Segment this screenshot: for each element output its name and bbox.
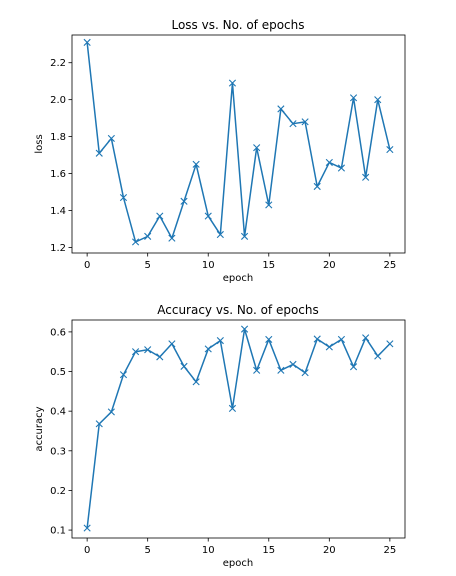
loss-point-marker (168, 234, 176, 242)
loss-y-tick-label: 1.2 (50, 243, 66, 254)
accuracy-y-ticks: 0.1 0.2 0.3 0.4 0.5 0.6 (50, 327, 72, 537)
accuracy-point-marker (277, 366, 285, 374)
loss-point-marker (301, 118, 309, 126)
loss-point-marker (386, 145, 394, 154)
loss-y-tick-label: 1.6 (50, 169, 66, 180)
loss-plot-frame (71, 34, 406, 254)
accuracy-point-marker (265, 335, 273, 344)
loss-x-ticks: 0 5 10 15 20 25 (84, 253, 396, 271)
accuracy-y-tick-label: 0.1 (50, 526, 66, 537)
loss-x-tick-label: 10 (202, 260, 215, 271)
accuracy-x-tick-label: 10 (202, 545, 215, 556)
accuracy-point-marker (228, 404, 237, 412)
loss-x-tick-label: 20 (323, 260, 336, 271)
loss-point-marker (240, 232, 249, 240)
loss-point-marker (277, 105, 285, 113)
accuracy-point-marker (168, 340, 176, 348)
loss-point-marker (107, 134, 115, 143)
loss-point-marker (253, 144, 261, 152)
accuracy-point-marker (301, 369, 309, 377)
loss-series-line (86, 42, 391, 243)
accuracy-x-tick-label: 5 (144, 545, 150, 556)
loss-point-marker (156, 212, 164, 220)
accuracy-x-tick-label: 25 (383, 545, 396, 556)
loss-point-marker (192, 160, 200, 168)
accuracy-point-marker (144, 346, 152, 354)
loss-point-marker (337, 164, 346, 172)
accuracy-x-axis-label: epoch (223, 558, 253, 569)
accuracy-point-marker (192, 378, 200, 386)
accuracy-point-marker (337, 335, 346, 344)
accuracy-y-tick-label: 0.4 (50, 407, 66, 418)
loss-x-tick-label: 15 (262, 260, 275, 271)
accuracy-y-tick-label: 0.6 (50, 327, 66, 338)
accuracy-point-marker (362, 334, 370, 342)
accuracy-point-marker (216, 337, 224, 345)
loss-chart-title: Loss vs. No. of epochs (171, 18, 304, 32)
accuracy-chart-marks (83, 325, 394, 532)
loss-point-marker (228, 79, 237, 87)
loss-x-axis-label: epoch (223, 273, 253, 284)
accuracy-chart-title: Accuracy vs. No. of epochs (157, 303, 319, 317)
accuracy-point-marker (107, 408, 115, 416)
loss-y-axis-label: loss (34, 134, 45, 153)
loss-point-marker (216, 230, 224, 239)
accuracy-point-marker (325, 343, 333, 351)
accuracy-x-tick-label: 0 (84, 545, 90, 556)
accuracy-chart: Accuracy vs. No. of epochs 0 5 10 15 20 25 0.… (34, 303, 406, 569)
loss-point-marker (374, 96, 382, 104)
accuracy-x-tick-label: 20 (323, 545, 336, 556)
loss-x-tick-label: 0 (84, 260, 90, 271)
accuracy-point-marker (95, 420, 103, 428)
loss-point-marker (265, 201, 273, 209)
accuracy-y-axis-label: accuracy (34, 406, 45, 451)
accuracy-point-marker (119, 371, 128, 379)
loss-y-tick-label: 1.4 (50, 206, 66, 217)
loss-point-marker (131, 238, 140, 246)
loss-point-marker (325, 158, 333, 167)
loss-point-marker (83, 38, 91, 46)
accuracy-y-tick-label: 0.3 (50, 446, 66, 457)
loss-point-marker (349, 94, 358, 102)
loss-point-marker (289, 120, 297, 128)
loss-x-tick-label: 25 (383, 260, 396, 271)
accuracy-point-marker (374, 352, 382, 360)
loss-point-marker (95, 149, 103, 157)
accuracy-x-tick-label: 15 (262, 545, 275, 556)
loss-y-tick-label: 2.0 (50, 95, 66, 106)
loss-point-marker (144, 232, 152, 240)
accuracy-point-marker (240, 325, 249, 333)
loss-point-marker (204, 212, 212, 220)
loss-point-marker (362, 173, 370, 181)
accuracy-point-marker (131, 348, 140, 356)
loss-y-tick-label: 2.2 (50, 58, 66, 69)
accuracy-point-marker (253, 366, 261, 374)
accuracy-point-marker (204, 345, 212, 353)
accuracy-point-marker (313, 335, 321, 343)
accuracy-point-marker (349, 363, 358, 371)
accuracy-point-marker (180, 362, 188, 370)
accuracy-point-marker (289, 360, 297, 368)
accuracy-point-marker (386, 340, 394, 348)
loss-y-tick-label: 1.8 (50, 132, 66, 143)
loss-y-ticks: 1.2 1.4 1.6 1.8 2.0 2.2 (50, 58, 72, 254)
accuracy-plot-frame (71, 319, 406, 539)
loss-point-marker (119, 193, 128, 202)
accuracy-y-tick-label: 0.5 (50, 367, 66, 378)
loss-point-marker (313, 182, 321, 191)
accuracy-x-ticks: 0 5 10 15 20 25 (84, 538, 396, 556)
loss-x-tick-label: 5 (144, 260, 150, 271)
accuracy-y-tick-label: 0.2 (50, 486, 66, 497)
loss-point-marker (180, 197, 188, 205)
loss-chart-marks (83, 38, 394, 246)
loss-chart: Loss vs. No. of epochs 0 5 10 15 20 25 1.2 1.4… (34, 18, 406, 284)
accuracy-point-marker (156, 353, 164, 361)
accuracy-point-marker (83, 524, 91, 532)
